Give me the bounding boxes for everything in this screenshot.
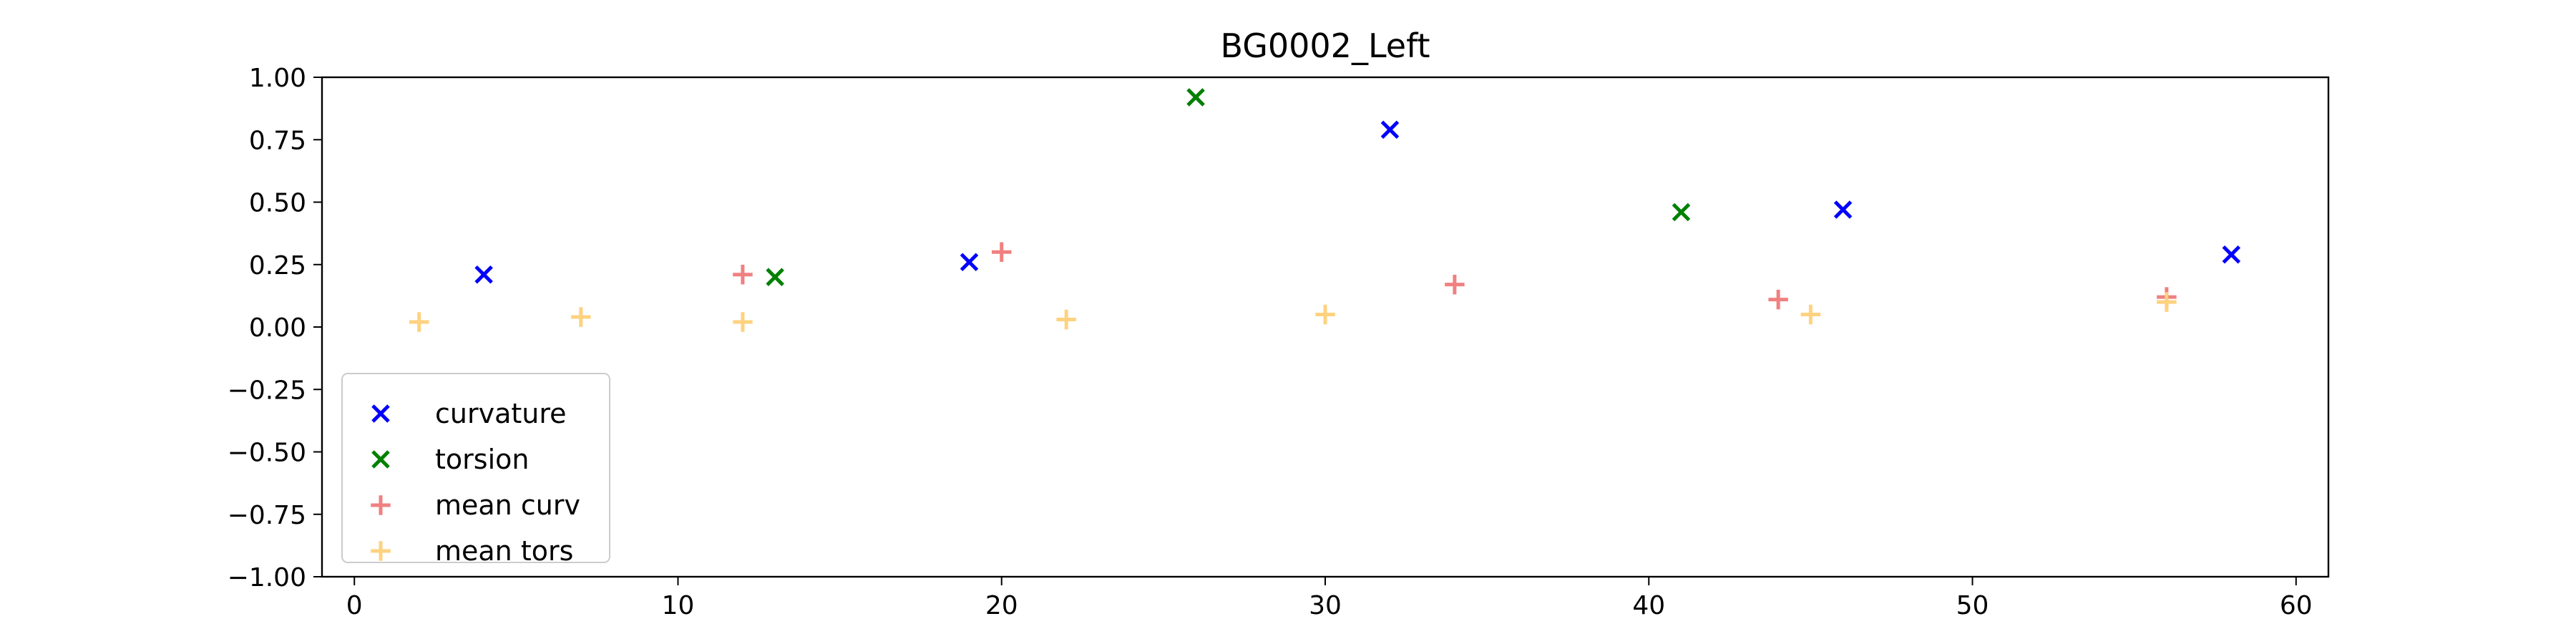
series-mean-tors xyxy=(409,292,2177,332)
x-tick-label: 40 xyxy=(1632,591,1665,620)
series-curvature xyxy=(474,120,2241,284)
point-mean-tors xyxy=(2157,292,2177,312)
point-mean-tors xyxy=(1315,304,1335,325)
series-mean-curv xyxy=(733,242,2177,310)
point-torsion xyxy=(1186,88,1205,107)
y-tick-label: −1.00 xyxy=(228,563,306,592)
legend-label-curvature: curvature xyxy=(435,398,567,429)
y-tick-label: −0.50 xyxy=(228,439,306,468)
point-torsion xyxy=(1672,203,1691,222)
x-tick-label: 30 xyxy=(1309,591,1342,620)
point-curvature xyxy=(2222,245,2241,264)
legend-marker-torsion xyxy=(371,450,390,469)
y-tick-label: 0.25 xyxy=(249,251,306,280)
point-curvature xyxy=(960,253,979,272)
x-tick-label: 10 xyxy=(662,591,695,620)
legend-marker-mean-tors xyxy=(371,541,391,561)
y-tick-label: −0.25 xyxy=(228,376,306,405)
point-mean-tors xyxy=(1800,304,1821,325)
y-tick-label: 1.00 xyxy=(249,64,306,93)
legend: curvature torsion mean curv mean tors xyxy=(341,373,610,567)
point-mean-tors xyxy=(1056,309,1076,330)
y-tick-label: 0.75 xyxy=(249,126,306,155)
axis-ticks: 0 10 20 30 40 50 60 1.00 0.75 0.50 0.25 0.00 −0.25 −0… xyxy=(228,64,2313,620)
point-torsion xyxy=(766,268,784,286)
point-curvature xyxy=(1833,200,1853,219)
y-tick-label: 0.50 xyxy=(249,189,306,218)
y-tick-label: −0.75 xyxy=(228,501,306,530)
x-tick-label: 60 xyxy=(2280,591,2313,620)
plot-area-frame xyxy=(321,76,2330,578)
point-mean-curv xyxy=(991,242,1012,263)
point-mean-curv xyxy=(1768,289,1788,310)
legend-label-mean-tors: mean tors xyxy=(435,535,573,567)
legend-box xyxy=(341,373,610,563)
point-mean-tors xyxy=(571,307,591,327)
chart-title: BG0002_Left xyxy=(1220,26,1430,65)
data-points xyxy=(409,88,2241,332)
point-mean-curv xyxy=(1445,274,1465,295)
legend-label-torsion: torsion xyxy=(435,444,529,475)
legend-marker-mean-curv xyxy=(371,495,391,515)
legend-marker-curvature xyxy=(371,404,390,423)
series-torsion xyxy=(766,88,1691,286)
point-mean-tors xyxy=(733,312,753,332)
point-curvature xyxy=(474,265,493,284)
point-mean-tors xyxy=(409,312,429,332)
x-tick-label: 50 xyxy=(1956,591,1989,620)
point-curvature xyxy=(1380,120,1400,140)
point-mean-curv xyxy=(733,264,753,285)
legend-label-mean-curv: mean curv xyxy=(435,489,580,521)
y-tick-label: 0.00 xyxy=(249,313,306,343)
x-tick-label: 20 xyxy=(985,591,1018,620)
x-tick-label: 0 xyxy=(346,591,363,620)
